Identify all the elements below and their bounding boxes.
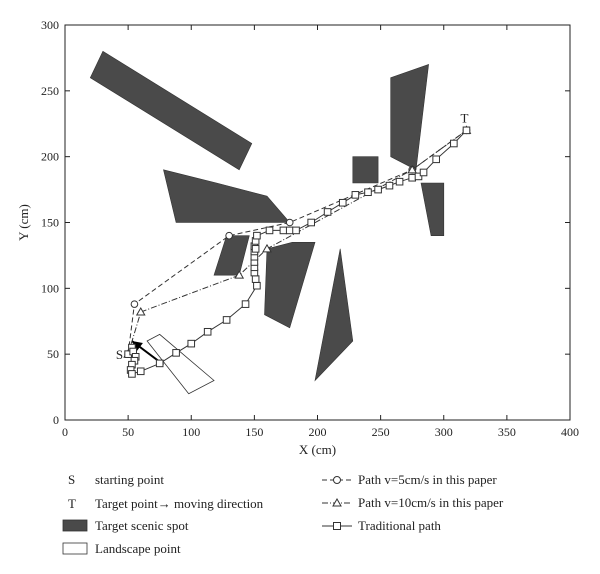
series-square-point-36 — [374, 185, 382, 194]
scenic-spot-4 — [264, 242, 316, 329]
x-tick-label-250: 250 — [372, 425, 390, 439]
series-circle-point-3 — [225, 231, 233, 240]
y-tick-label-300: 300 — [41, 18, 59, 32]
moving-direction-arrowhead — [131, 341, 143, 352]
legend-label-scenic-spot: Target scenic spot — [95, 518, 189, 533]
series-square-point-35 — [364, 188, 372, 197]
series-square-point-28 — [279, 226, 288, 235]
start-point-label: S — [116, 347, 123, 362]
series-layer — [123, 125, 472, 378]
series-square-point-31 — [307, 218, 315, 227]
landscape-point-area — [146, 333, 215, 395]
series-square-point-41 — [419, 168, 428, 177]
obstacles-layer — [89, 50, 445, 382]
series-square-point-34 — [351, 191, 360, 199]
legend-swatch-traditional — [322, 522, 352, 530]
x-tick-label-0: 0 — [62, 425, 68, 439]
series-square-point-27 — [265, 226, 274, 235]
series-square-point-24 — [251, 245, 260, 253]
legend-label-starting-point: starting point — [95, 472, 164, 487]
series-line-circle — [127, 129, 467, 355]
series-triangle-point-2 — [135, 307, 146, 316]
scenic-spot-7 — [390, 64, 429, 171]
series-square-point-33 — [338, 198, 347, 207]
series-square-point-44 — [462, 126, 471, 135]
scenic-spot-8 — [420, 182, 445, 236]
legend-label-path-10: Path v=10cm/s in this paper — [358, 495, 504, 510]
legend: S starting point T Target point→ moving … — [62, 472, 504, 556]
axes-layer: 0 50 100 150 200 250 300 350 400 0 50 100 150 200 250 3… — [41, 18, 579, 439]
series-square-point-38 — [395, 177, 404, 186]
legend-key-s: S — [68, 472, 75, 487]
legend-label-landscape: Landscape point — [95, 541, 181, 556]
legend-key-t: T — [68, 496, 76, 511]
y-tick-label-200: 200 — [41, 150, 59, 164]
series-square-point-30 — [292, 226, 300, 235]
series-triangle-point-4 — [262, 243, 272, 253]
series-square-point-26 — [253, 231, 261, 240]
series-square-point-14 — [222, 316, 231, 324]
series-square-point-40 — [414, 172, 423, 181]
landscape-layer — [131, 333, 215, 395]
legend-swatch-path-5 — [322, 476, 352, 484]
legend-swatch-path-10 — [322, 497, 352, 507]
series-triangle-point-5 — [407, 164, 418, 174]
y-tick-label-250: 250 — [41, 84, 59, 98]
y-axis-title: Y (cm) — [16, 204, 31, 241]
x-axis-title: X (cm) — [299, 442, 336, 457]
legend-label-path-5: Path v=5cm/s in this paper — [358, 472, 497, 487]
series-square-point-16 — [253, 281, 261, 290]
series-square-point-9 — [136, 367, 145, 376]
series-square-point-13 — [203, 327, 212, 336]
series-square-point-12 — [187, 339, 196, 348]
y-tick-label-50: 50 — [47, 347, 59, 361]
x-tick-label-50: 50 — [122, 425, 134, 439]
series-circle-point-2 — [130, 300, 139, 308]
y-tick-label-150: 150 — [41, 216, 59, 230]
series-square-point-8 — [128, 370, 136, 378]
series-square-point-15 — [241, 300, 250, 308]
x-tick-label-350: 350 — [498, 425, 516, 439]
scenic-spot-2 — [163, 169, 291, 223]
series-triangle-point-3 — [234, 270, 245, 279]
x-tick-label-100: 100 — [182, 425, 200, 439]
series-square-point-32 — [323, 208, 332, 216]
scenic-spot-1 — [89, 50, 253, 171]
series-square-point-17 — [251, 275, 260, 283]
x-tick-label-300: 300 — [435, 425, 453, 439]
legend-label-target-point: Target point→ moving direction — [95, 496, 264, 511]
legend-swatch-landscape — [62, 542, 88, 555]
y-tick-label-0: 0 — [53, 413, 59, 427]
series-square-point-11 — [172, 349, 180, 357]
series-square-point-29 — [285, 226, 294, 235]
series-square-point-42 — [432, 155, 440, 164]
series-square-point-39 — [408, 173, 416, 182]
scenic-spot-5 — [314, 248, 354, 382]
series-square-point-43 — [450, 139, 458, 148]
scenic-spot-3 — [213, 235, 250, 276]
x-tick-label-200: 200 — [309, 425, 327, 439]
series-circle-point-4 — [285, 218, 294, 227]
x-tick-label-400: 400 — [561, 425, 579, 439]
x-tick-label-150: 150 — [245, 425, 263, 439]
y-tick-label-100: 100 — [41, 281, 59, 295]
scenic-spot-6 — [352, 156, 379, 184]
target-point-label: T — [460, 110, 468, 125]
series-square-point-10 — [155, 359, 164, 368]
series-square-point-37 — [385, 181, 394, 190]
legend-label-traditional: Traditional path — [358, 518, 441, 533]
legend-swatch-scenic-spot — [62, 519, 88, 532]
